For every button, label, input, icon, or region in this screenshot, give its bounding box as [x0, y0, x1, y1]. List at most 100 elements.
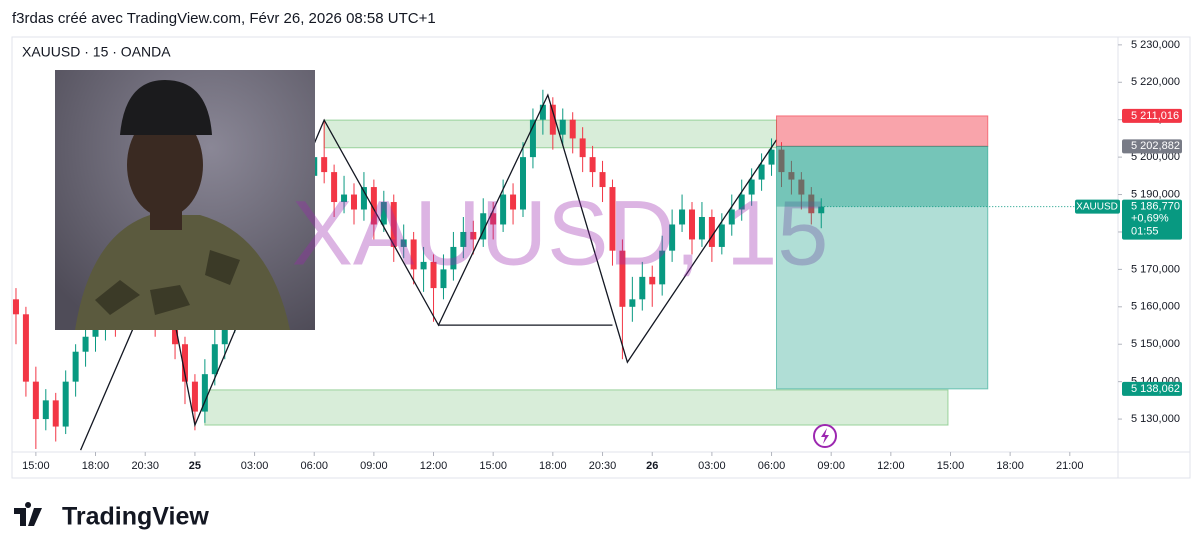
x-tick-label: 18:00	[539, 460, 567, 472]
symbol-label: XAUUSD · 15 · OANDA	[22, 44, 171, 60]
open-profit	[776, 146, 988, 207]
y-tick-label: 5 150,000	[1131, 338, 1180, 350]
candle-body	[221, 321, 228, 345]
x-tick-label: 15:00	[22, 460, 50, 472]
x-tick-label: 15:00	[937, 460, 965, 472]
candle-body	[758, 164, 765, 180]
bar-countdown: 01:55	[1131, 226, 1159, 238]
candle-body	[430, 261, 437, 289]
x-tick-label: 06:00	[758, 460, 786, 472]
candle-body	[42, 400, 49, 420]
candle-body	[470, 231, 477, 240]
current-price-label: 5 186,770	[1131, 201, 1180, 213]
x-tick-label: 15:00	[479, 460, 507, 472]
y-tick-label: 5 220,000	[1131, 76, 1180, 88]
candle-body	[211, 344, 218, 375]
x-tick-label: 03:00	[698, 460, 726, 472]
brand: TradingView	[62, 503, 209, 531]
x-tick-label: 18:00	[82, 460, 110, 472]
price-label-box	[1122, 108, 1182, 123]
brand-logo[interactable]: TradingView	[14, 502, 209, 531]
candle-body	[788, 172, 795, 180]
x-tick-label: 18:00	[996, 460, 1024, 472]
candle-body	[52, 400, 59, 427]
price-label: 5 211,016	[1131, 110, 1179, 122]
candle-body	[82, 336, 89, 352]
x-tick-label: 03:00	[241, 460, 269, 472]
candle-body	[22, 314, 29, 382]
candle-body	[679, 209, 686, 225]
candle-body	[500, 194, 507, 225]
target-zone	[776, 145, 989, 390]
candle-body	[629, 299, 636, 307]
x-tick-label: 20:30	[589, 460, 617, 472]
y-tick-label: 5 170,000	[1131, 263, 1180, 275]
candle-body	[380, 202, 387, 225]
candle-body	[579, 138, 586, 158]
candle-body	[669, 224, 676, 251]
candle-body	[698, 216, 705, 240]
candle-body	[559, 119, 566, 135]
candle-body	[370, 187, 377, 225]
candle-body	[689, 209, 696, 240]
candle-body	[490, 213, 497, 225]
candle-body	[201, 374, 208, 412]
candle-body	[410, 239, 417, 270]
candle-body	[341, 194, 348, 203]
candle-body	[748, 179, 755, 195]
candle-body	[390, 202, 397, 247]
watermark: XAUUSD, 15	[292, 182, 829, 284]
candle-body	[798, 179, 805, 195]
candle-body	[450, 246, 457, 270]
candle-body	[350, 194, 357, 210]
candle-body	[360, 187, 367, 210]
candle-body	[649, 276, 656, 285]
candle-body	[539, 104, 546, 120]
x-tick-label: 26	[646, 460, 658, 472]
candle-body	[191, 381, 198, 412]
candle-body	[510, 194, 517, 210]
candle-body	[460, 231, 467, 247]
zone	[204, 389, 949, 426]
candle-body	[589, 157, 596, 173]
candle-body	[619, 250, 626, 307]
candle-body	[639, 276, 646, 300]
price-change: +0,69%	[1131, 213, 1169, 225]
x-tick-label: 25	[189, 460, 201, 472]
symbol-badge: XAUUSD	[1076, 201, 1118, 212]
candle-body	[659, 250, 666, 285]
candle-body	[718, 224, 725, 247]
y-tick-label: 5 230,000	[1131, 39, 1180, 51]
candle-body	[778, 149, 785, 173]
x-tick-label: 09:00	[360, 460, 388, 472]
y-tick-label: 5 130,000	[1131, 413, 1180, 425]
candle-body	[480, 213, 487, 240]
x-tick-label: 12:00	[420, 460, 448, 472]
x-tick-label: 09:00	[817, 460, 845, 472]
alert-icon[interactable]	[813, 424, 837, 448]
price-label: 5 202,882	[1131, 140, 1180, 152]
y-tick-label: 5 190,000	[1131, 188, 1180, 200]
candle-body	[818, 206, 825, 214]
x-tick-label: 06:00	[300, 460, 328, 472]
x-tick-label: 20:30	[131, 460, 159, 472]
candle-body	[549, 104, 556, 135]
candle-body	[331, 172, 338, 203]
candle-body	[72, 351, 79, 382]
price-label-box	[1122, 381, 1182, 396]
candle-body	[400, 239, 407, 247]
price-label-box	[1122, 139, 1182, 154]
candle-body	[768, 149, 775, 165]
candle-body	[62, 381, 69, 427]
x-tick-label: 12:00	[877, 460, 905, 472]
panel-border	[11, 36, 1191, 479]
candle-body	[569, 119, 576, 139]
candle-body	[529, 119, 536, 158]
candle-body	[708, 216, 715, 247]
candle-body	[440, 269, 447, 289]
candle-body	[181, 344, 188, 382]
candle-body	[420, 261, 427, 270]
current-price-box	[1122, 199, 1182, 240]
